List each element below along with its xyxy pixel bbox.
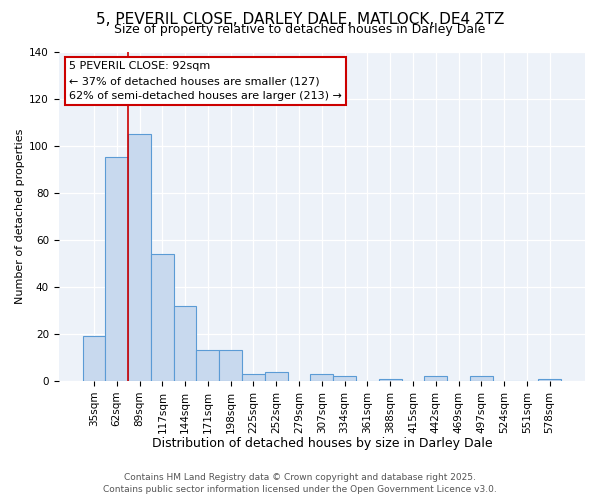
Bar bbox=[424, 376, 447, 381]
Bar bbox=[128, 134, 151, 381]
Bar bbox=[538, 378, 561, 381]
Bar bbox=[470, 376, 493, 381]
Text: 5 PEVERIL CLOSE: 92sqm
← 37% of detached houses are smaller (127)
62% of semi-de: 5 PEVERIL CLOSE: 92sqm ← 37% of detached… bbox=[69, 62, 342, 101]
Bar bbox=[83, 336, 106, 381]
Bar bbox=[151, 254, 174, 381]
Bar bbox=[379, 378, 401, 381]
Bar bbox=[106, 158, 128, 381]
Bar bbox=[310, 374, 333, 381]
Bar bbox=[265, 372, 287, 381]
Y-axis label: Number of detached properties: Number of detached properties bbox=[15, 128, 25, 304]
X-axis label: Distribution of detached houses by size in Darley Dale: Distribution of detached houses by size … bbox=[152, 437, 492, 450]
Bar bbox=[333, 376, 356, 381]
Text: Contains HM Land Registry data © Crown copyright and database right 2025.
Contai: Contains HM Land Registry data © Crown c… bbox=[103, 472, 497, 494]
Text: Size of property relative to detached houses in Darley Dale: Size of property relative to detached ho… bbox=[115, 24, 485, 36]
Bar bbox=[174, 306, 196, 381]
Bar bbox=[196, 350, 219, 381]
Text: 5, PEVERIL CLOSE, DARLEY DALE, MATLOCK, DE4 2TZ: 5, PEVERIL CLOSE, DARLEY DALE, MATLOCK, … bbox=[96, 12, 504, 28]
Bar bbox=[219, 350, 242, 381]
Bar bbox=[242, 374, 265, 381]
